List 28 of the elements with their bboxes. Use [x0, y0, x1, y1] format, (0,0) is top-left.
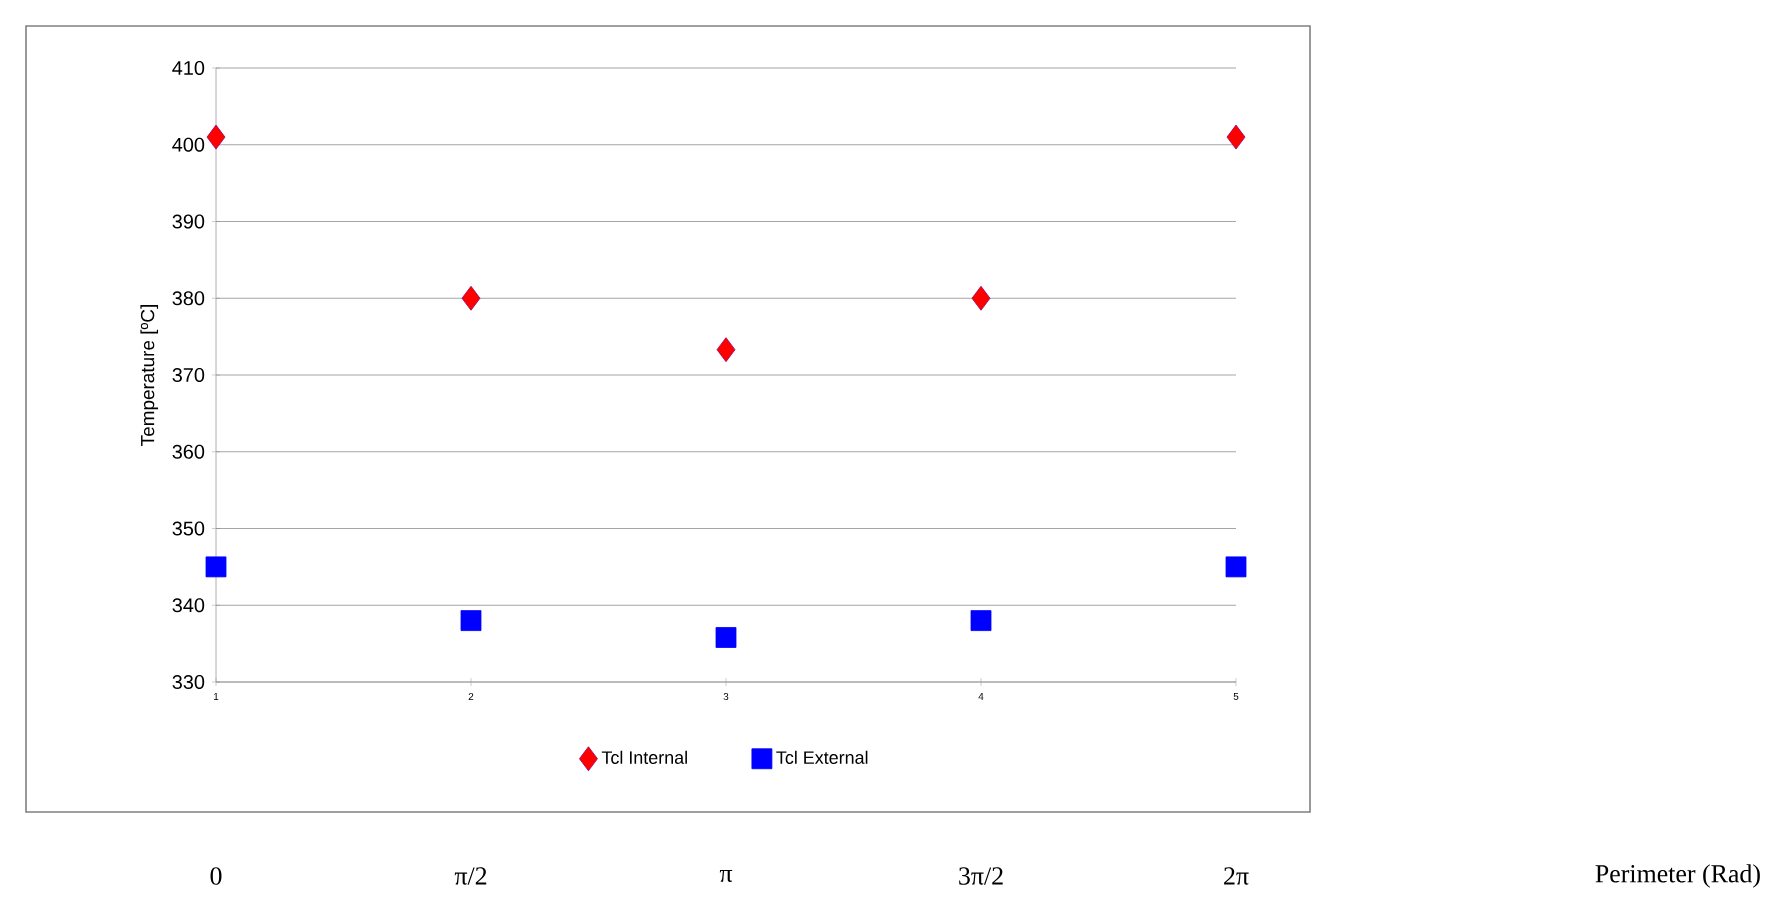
y-tick-label: 410 [172, 60, 205, 76]
text: 2π [1224, 867, 1249, 885]
y-tick-label: 340 [172, 598, 205, 613]
y-tick-label: 330 [172, 674, 205, 690]
point [460, 610, 482, 631]
point [461, 285, 481, 311]
point [971, 285, 991, 311]
y-tick-label: 350 [172, 521, 205, 536]
text: π/2 [454, 867, 487, 885]
y-tick-label: 400 [172, 137, 205, 152]
point [716, 337, 736, 363]
y-tick-label: 370 [172, 367, 205, 383]
point [1226, 124, 1246, 150]
text: 0 [210, 867, 222, 885]
y-tick-label: 380 [172, 291, 205, 306]
text: π [719, 869, 733, 883]
point [970, 610, 992, 631]
legend-label: Tcl External [776, 750, 868, 764]
text: Perimeter (Rad) [1595, 864, 1760, 888]
legend-label: Tcl Internal [601, 750, 687, 764]
y-tick-label: 390 [172, 214, 205, 229]
point [715, 627, 737, 648]
y-tick-label: 360 [172, 444, 205, 459]
point [206, 124, 226, 150]
y-axis-title: Temperature [ºC] [140, 305, 159, 446]
text: 3π/2 [959, 867, 1003, 885]
point [205, 556, 227, 578]
point [1225, 556, 1247, 578]
